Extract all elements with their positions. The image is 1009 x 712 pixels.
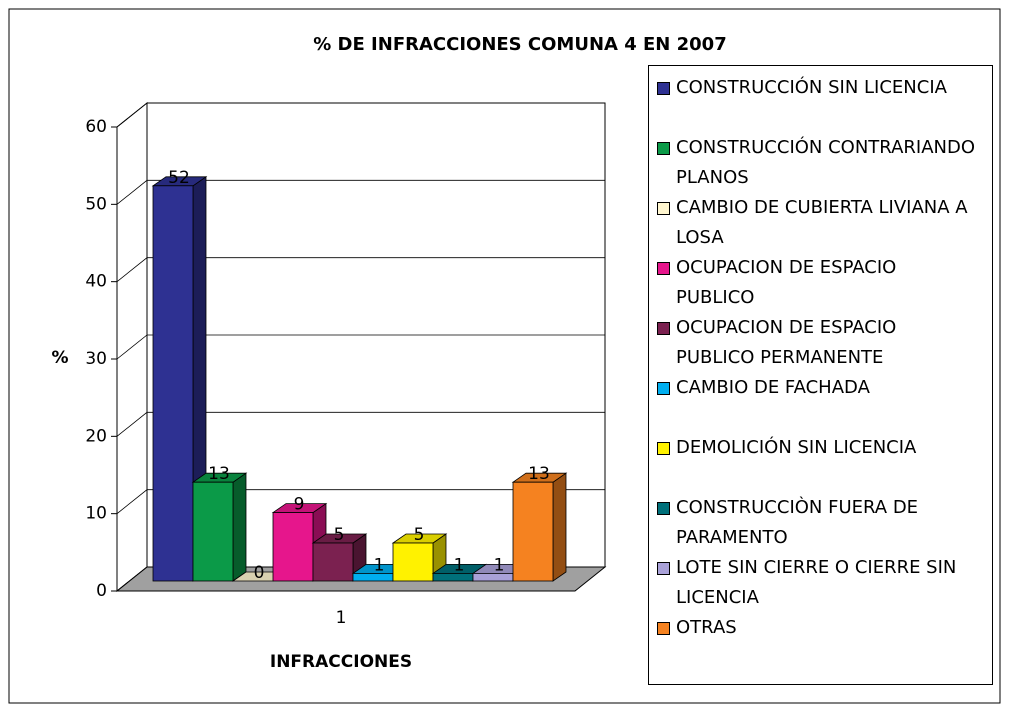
legend-label: DEMOLICIÓN SIN LICENCIA bbox=[676, 437, 917, 458]
grid-line bbox=[116, 334, 605, 360]
x-tick-label: 1 bbox=[336, 608, 347, 628]
bar bbox=[312, 542, 354, 582]
grid-line bbox=[116, 489, 605, 514]
data-label: 13 bbox=[208, 464, 230, 484]
y-tick-label: 60 bbox=[85, 117, 107, 137]
data-label: 52 bbox=[168, 168, 190, 188]
data-label: 1 bbox=[454, 555, 465, 575]
legend-swatch bbox=[657, 322, 670, 335]
data-label: 13 bbox=[528, 464, 550, 484]
legend-label: LOTE SIN CIERRE O CIERRE SIN LICENCIA bbox=[676, 557, 957, 608]
grid-line bbox=[116, 411, 605, 437]
legend-swatch bbox=[657, 562, 670, 575]
data-label: 1 bbox=[374, 555, 385, 575]
y-tick-label: 0 bbox=[96, 581, 107, 601]
legend: CONSTRUCCIÓN SIN LICENCIA CONSTRUCCIÓN CO… bbox=[648, 65, 993, 685]
y-axis-label: % bbox=[51, 348, 68, 368]
legend-swatch bbox=[657, 382, 670, 395]
data-label: 1 bbox=[494, 555, 505, 575]
legend-label: OCUPACION DE ESPACIO PUBLICO PERMANENTE bbox=[676, 317, 897, 368]
grid-line bbox=[116, 179, 605, 205]
legend-item: OCUPACION DE ESPACIO PUBLICO bbox=[657, 253, 992, 313]
legend-item: CONSTRUCCIÓN SIN LICENCIA bbox=[657, 73, 992, 133]
bar-side bbox=[552, 472, 567, 582]
legend-swatch bbox=[657, 142, 670, 155]
legend-item: LOTE SIN CIERRE O CIERRE SIN LICENCIA bbox=[657, 553, 992, 613]
bar bbox=[152, 185, 194, 582]
bar bbox=[512, 481, 554, 582]
legend-label: OCUPACION DE ESPACIO PUBLICO bbox=[676, 257, 897, 308]
legend-swatch bbox=[657, 622, 670, 635]
grid-line bbox=[116, 102, 605, 128]
x-axis-label: INFRACCIONES bbox=[270, 652, 412, 672]
grid-line bbox=[116, 257, 605, 282]
data-label: 9 bbox=[294, 495, 305, 515]
bar bbox=[392, 542, 434, 582]
bar bbox=[192, 481, 234, 582]
y-tick-label: 20 bbox=[85, 426, 107, 446]
legend-item: CONSTRUCCIÒN FUERA DE PARAMENTO bbox=[657, 493, 992, 553]
y-tick-label: 40 bbox=[85, 272, 107, 292]
legend-item: OTRAS bbox=[657, 613, 992, 673]
data-label: 0 bbox=[254, 563, 265, 583]
legend-label: CONSTRUCCIÓN CONTRARIANDO PLANOS bbox=[676, 137, 976, 188]
legend-item: CONSTRUCCIÓN CONTRARIANDO PLANOS bbox=[657, 133, 992, 193]
legend-label: CAMBIO DE CUBIERTA LIVIANA A LOSA bbox=[676, 197, 968, 248]
legend-swatch bbox=[657, 262, 670, 275]
legend-swatch bbox=[657, 82, 670, 95]
y-tick-label: 50 bbox=[85, 194, 107, 214]
legend-item: CAMBIO DE CUBIERTA LIVIANA A LOSA bbox=[657, 193, 992, 253]
chart-title: % DE INFRACCIONES COMUNA 4 EN 2007 bbox=[313, 34, 726, 55]
data-label: 5 bbox=[414, 525, 425, 545]
legend-label: CAMBIO DE FACHADA bbox=[676, 377, 870, 398]
legend-item: CAMBIO DE FACHADA bbox=[657, 373, 992, 433]
legend-swatch bbox=[657, 442, 670, 455]
legend-label: CONSTRUCCIÒN FUERA DE PARAMENTO bbox=[676, 497, 919, 548]
y-tick-label: 30 bbox=[85, 349, 107, 369]
y-tick-label: 10 bbox=[85, 504, 107, 524]
bar-side bbox=[232, 472, 247, 582]
data-label: 5 bbox=[334, 525, 345, 545]
bar bbox=[272, 512, 314, 582]
legend-label: CONSTRUCCIÓN SIN LICENCIA bbox=[676, 77, 947, 98]
legend-label: OTRAS bbox=[676, 617, 737, 638]
legend-swatch bbox=[657, 202, 670, 215]
legend-swatch bbox=[657, 502, 670, 515]
legend-item: DEMOLICIÓN SIN LICENCIA bbox=[657, 433, 992, 493]
legend-item: OCUPACION DE ESPACIO PUBLICO PERMANENTE bbox=[657, 313, 992, 373]
